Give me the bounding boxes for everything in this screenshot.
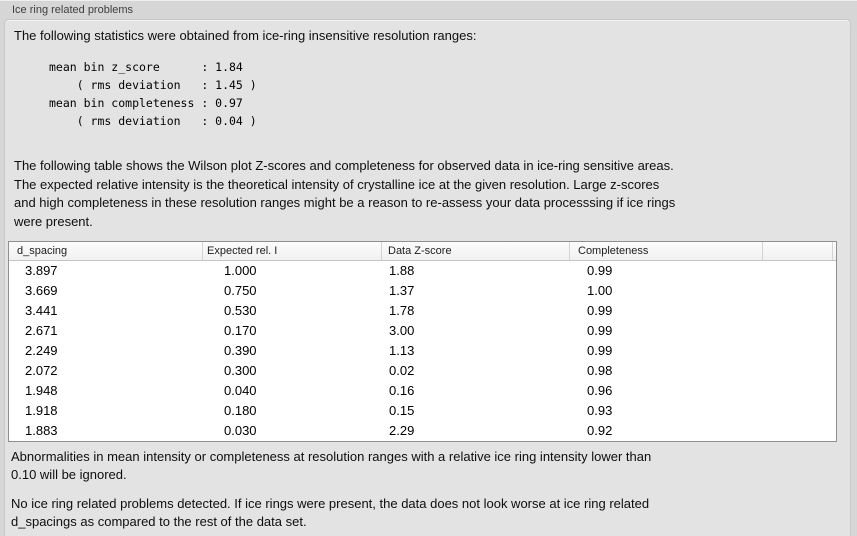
text-line: 0.10 will be ignored. [11, 467, 127, 482]
text-line: Abnormalities in mean intensity or compl… [11, 449, 652, 464]
text-line: No ice ring related problems detected. I… [11, 496, 650, 511]
column-header-d-spacing[interactable]: d_spacing [9, 242, 203, 260]
cell-expected-rel-i: 0.170 [224, 323, 257, 338]
cell-data-z-score: 1.88 [389, 263, 415, 278]
cell-data-z-score: 1.78 [389, 303, 415, 318]
cell-empty [763, 401, 836, 421]
cell-data-z-score: 0.15 [389, 403, 415, 418]
statistics-line: mean bin completeness : 0.97 [49, 96, 243, 110]
cell-completeness: 0.93 [587, 403, 613, 418]
cell-expected-rel-i: 0.750 [224, 283, 257, 298]
ice-ring-table: d_spacing Expected rel. I Data Z-score C… [8, 241, 837, 442]
statistics-line: ( rms deviation : 0.04 ) [49, 114, 257, 128]
cell-empty [763, 361, 836, 381]
cell-expected-rel-i: 0.530 [224, 303, 257, 318]
cell-expected-rel-i: 0.300 [224, 363, 257, 378]
cell-data-z-score: 1.37 [389, 283, 415, 298]
statistics-line: ( rms deviation : 1.45 ) [49, 78, 257, 92]
ice-ring-panel: The following statistics were obtained f… [4, 19, 851, 536]
table-row[interactable]: 3.669 0.750 1.37 1.00 [9, 281, 836, 301]
column-header-data-z-score[interactable]: Data Z-score [382, 242, 570, 260]
cell-d-spacing: 1.948 [25, 383, 58, 398]
table-row[interactable]: 2.072 0.300 0.02 0.98 [9, 361, 836, 381]
cell-completeness: 0.99 [587, 323, 613, 338]
cell-empty [763, 261, 836, 281]
cell-completeness: 0.98 [587, 363, 613, 378]
statistics-line: mean bin z_score : 1.84 [49, 60, 243, 74]
cell-completeness: 0.99 [587, 263, 613, 278]
column-header-empty[interactable] [763, 242, 833, 260]
cell-expected-rel-i: 0.030 [224, 423, 257, 438]
table-row[interactable]: 1.918 0.180 0.15 0.93 [9, 401, 836, 421]
cell-d-spacing: 2.671 [25, 323, 58, 338]
ignore-note: Abnormalities in mean intensity or compl… [11, 448, 651, 484]
statistics-block: mean bin z_score : 1.84 ( rms deviation … [49, 58, 257, 130]
conclusion-text: No ice ring related problems detected. I… [11, 495, 649, 531]
column-header-completeness[interactable]: Completeness [570, 242, 763, 260]
cell-data-z-score: 2.29 [389, 423, 415, 438]
cell-completeness: 0.92 [587, 423, 613, 438]
cell-completeness: 0.96 [587, 383, 613, 398]
cell-d-spacing: 3.897 [25, 263, 58, 278]
text-line: The following table shows the Wilson plo… [14, 158, 674, 173]
cell-empty [763, 381, 836, 401]
cell-empty [763, 341, 836, 361]
cell-d-spacing: 3.441 [25, 303, 58, 318]
cell-completeness: 1.00 [587, 283, 613, 298]
cell-data-z-score: 0.02 [389, 363, 415, 378]
column-header-expected-rel-i[interactable]: Expected rel. I [203, 242, 382, 260]
table-row[interactable]: 2.671 0.170 3.00 0.99 [9, 321, 836, 341]
cell-d-spacing: 2.249 [25, 343, 58, 358]
text-line: were present. [14, 213, 93, 229]
table-header-row: d_spacing Expected rel. I Data Z-score C… [9, 242, 836, 261]
table-row[interactable]: 1.883 0.030 2.29 0.92 [9, 421, 836, 441]
cell-data-z-score: 3.00 [389, 323, 415, 338]
cell-expected-rel-i: 1.000 [224, 263, 257, 278]
table-row[interactable]: 1.948 0.040 0.16 0.96 [9, 381, 836, 401]
text-line: d_spacings as compared to the rest of th… [11, 514, 307, 529]
cell-d-spacing: 2.072 [25, 363, 58, 378]
cell-empty [763, 301, 836, 321]
cell-data-z-score: 1.13 [389, 343, 415, 358]
text-line: and high completeness in these resolutio… [14, 195, 676, 210]
cell-expected-rel-i: 0.390 [224, 343, 257, 358]
cell-empty [763, 421, 836, 441]
cell-expected-rel-i: 0.180 [224, 403, 257, 418]
cell-data-z-score: 0.16 [389, 383, 415, 398]
group-box-title: Ice ring related problems [12, 4, 134, 16]
cell-d-spacing: 3.669 [25, 283, 58, 298]
table-body: 3.897 1.000 1.88 0.99 3.669 0.750 1.37 1… [9, 261, 836, 441]
cell-expected-rel-i: 0.040 [224, 383, 257, 398]
table-row[interactable]: 3.441 0.530 1.78 0.99 [9, 301, 836, 321]
table-row[interactable]: 2.249 0.390 1.13 0.99 [9, 341, 836, 361]
cell-completeness: 0.99 [587, 303, 613, 318]
table-row[interactable]: 3.897 1.000 1.88 0.99 [9, 261, 836, 281]
cell-completeness: 0.99 [587, 343, 613, 358]
text-line: The following statistics were obtained f… [14, 28, 477, 43]
cell-d-spacing: 1.883 [25, 423, 58, 438]
cell-empty [763, 321, 836, 341]
cell-d-spacing: 1.918 [25, 403, 58, 418]
intro-text: The following statistics were obtained f… [14, 27, 476, 46]
cell-empty [763, 281, 836, 301]
table-description: The following table shows the Wilson plo… [14, 157, 675, 231]
text-line: The expected relative intensity is the t… [14, 176, 660, 192]
